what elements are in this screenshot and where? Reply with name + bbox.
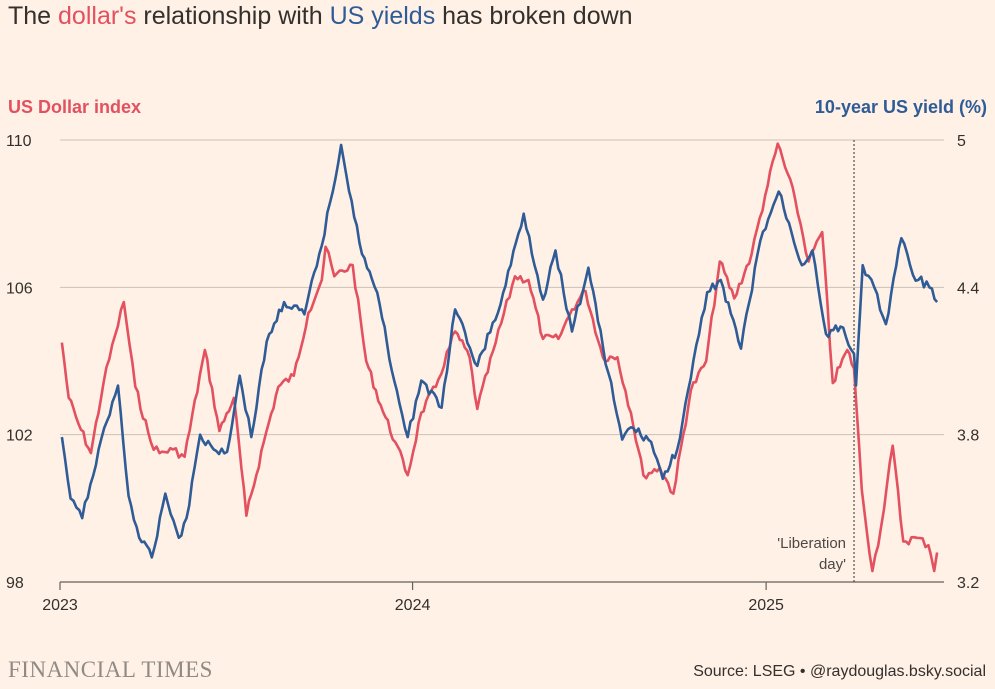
x-axis — [59, 581, 944, 590]
x-tick-label: 2024 — [395, 597, 431, 614]
right-tick-label: 3.8 — [957, 428, 979, 445]
y-tick-labels: 98 102 106 110 3.2 3.8 4.4 5 — [6, 133, 979, 592]
title-prefix: The — [8, 2, 59, 30]
x-tick-labels: 2023 2024 2025 — [42, 597, 784, 614]
x-tick-label: 2023 — [42, 597, 78, 614]
title-dollar: dollar's — [58, 2, 137, 30]
right-axis-title: 10-year US yield (%) — [814, 97, 987, 117]
source-note: Source: LSEG • @raydouglas.bsky.social — [693, 663, 986, 680]
series-lines — [60, 142, 939, 573]
title-middle: relationship with — [136, 2, 330, 30]
left-tick-label: 102 — [6, 428, 33, 445]
right-tick-label: 4.4 — [957, 280, 979, 297]
left-axis-title: US Dollar index — [8, 97, 142, 117]
annotation-text: day' — [819, 556, 846, 573]
left-tick-label: 110 — [6, 133, 32, 150]
x-tick-label: 2025 — [748, 597, 784, 614]
gridlines — [60, 139, 944, 436]
left-tick-label: 106 — [6, 280, 33, 297]
title-yields: US yields — [329, 2, 436, 30]
right-tick-label: 3.2 — [957, 575, 979, 592]
us-yield-line — [60, 143, 939, 559]
dollar-index-line — [60, 142, 939, 573]
ft-logo: FINANCIAL TIMES — [8, 657, 213, 682]
right-tick-label: 5 — [957, 133, 966, 150]
left-tick-label: 98 — [6, 575, 24, 592]
chart-title: The dollar's relationship with US yields… — [8, 2, 633, 31]
annotation-text: 'Liberation — [777, 535, 846, 552]
liberation-day-annotation: 'Liberation day' — [777, 140, 855, 582]
title-suffix: has broken down — [435, 2, 633, 30]
